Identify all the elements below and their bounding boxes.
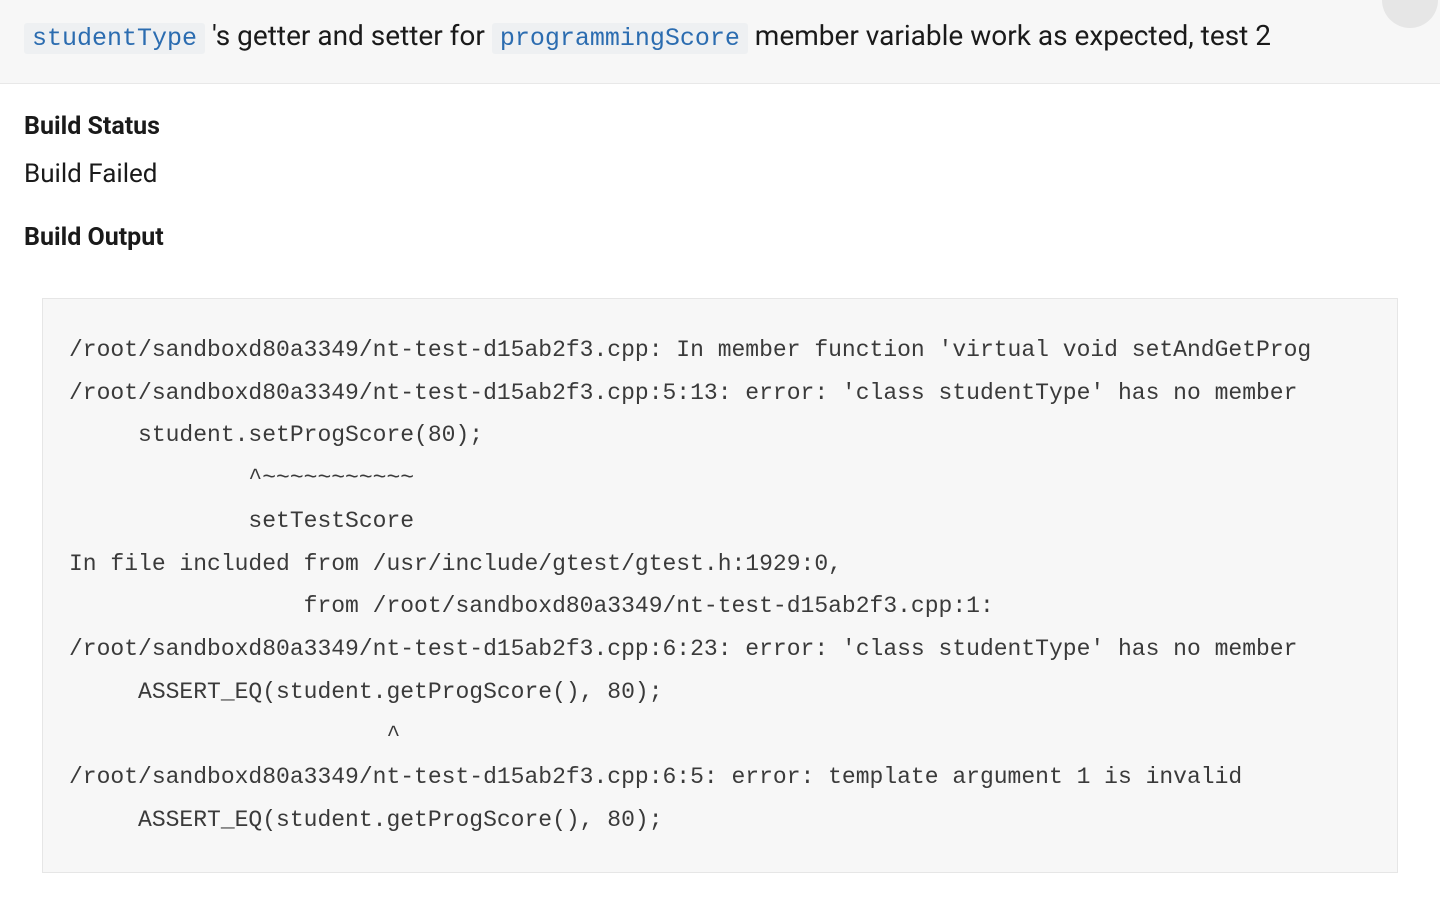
- header-text-pre: 's getter and setter for: [205, 19, 492, 52]
- build-output: /root/sandboxd80a3349/nt-test-d15ab2f3.c…: [42, 298, 1398, 873]
- build-status-label: Build Status: [24, 112, 1416, 141]
- build-output-label: Build Output: [24, 223, 1416, 252]
- code-programmingscore: programmingScore: [492, 23, 748, 54]
- body: Build Status Build Failed Build Output /…: [0, 84, 1440, 873]
- code-studenttype: studentType: [24, 23, 205, 54]
- build-output-wrap: /root/sandboxd80a3349/nt-test-d15ab2f3.c…: [24, 298, 1416, 873]
- page-root: studentType 's getter and setter for pro…: [0, 0, 1440, 904]
- test-header: studentType 's getter and setter for pro…: [0, 0, 1440, 84]
- build-status-value: Build Failed: [24, 159, 1416, 189]
- header-text-post: member variable work as expected, test 2: [748, 19, 1271, 52]
- test-description: studentType 's getter and setter for pro…: [24, 14, 1416, 59]
